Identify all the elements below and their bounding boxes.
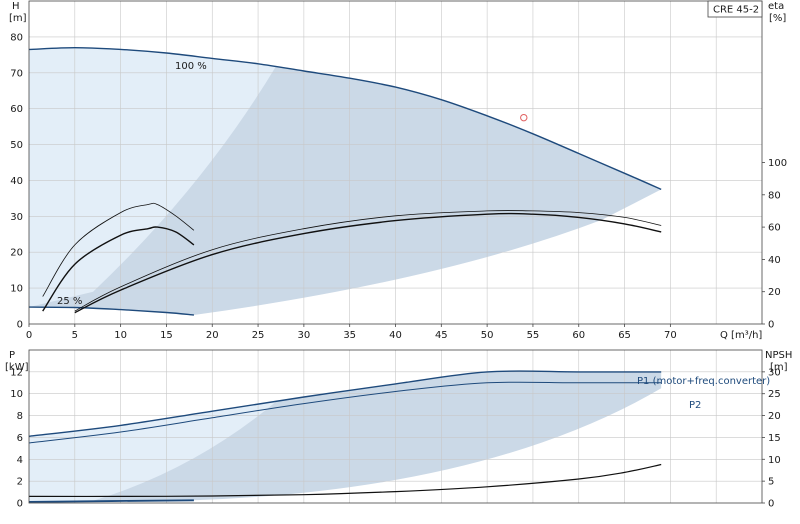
bottom-chart-frame xyxy=(28,349,763,504)
bottom-y-right-label-1: NPSH xyxy=(765,350,792,361)
bottom-chart-grid xyxy=(29,350,762,503)
bottom-light-band xyxy=(29,401,277,502)
bottom-y-right-tick-label: 10 xyxy=(768,455,781,466)
pump-model-box xyxy=(707,0,763,18)
top-y-right-tick-label: 40 xyxy=(768,255,781,266)
bottom-y-left-tick-label: 8 xyxy=(17,411,23,422)
top-y-left-tick-label: 20 xyxy=(10,248,23,259)
curve-label-p2: P2 xyxy=(689,400,701,411)
top-x-tick-label: 55 xyxy=(527,330,540,341)
curve-p2 xyxy=(28,381,662,444)
curve-label-25: 25 % xyxy=(57,296,82,307)
bottom-y-right-tick-label: 20 xyxy=(768,411,781,422)
bottom-y-right-tick-label: 25 xyxy=(768,389,781,400)
top-x-tick-label: 15 xyxy=(160,330,173,341)
top-y-left-tick-label: 60 xyxy=(10,104,23,115)
pump-model-label: CRE 45-2 xyxy=(713,5,759,16)
top-y-right-label-2: [%] xyxy=(769,13,786,24)
top-x-tick-label: 70 xyxy=(664,330,677,341)
top-x-tick-label: 35 xyxy=(343,330,356,341)
curve-label-p1: P1 (motor+freq.converter) xyxy=(637,376,770,387)
top-y-right-tick-label: 20 xyxy=(768,287,781,298)
bottom-y-left-tick-label: 12 xyxy=(10,367,23,378)
top-chart-axes: 0 5 10 15 20 25 30 35 40 45 50 55 60 65 70 0 10 20 30 40 50 6… xyxy=(10,32,787,341)
bottom-chart-axes: 0 2 4 6 8 10 12 0 5 10 15 20 25 30 xyxy=(10,367,780,509)
bottom-y-left-tick-label: 2 xyxy=(17,477,23,488)
duty-point-marker xyxy=(520,113,528,122)
top-x-tick-label: 10 xyxy=(114,330,127,341)
top-chart-grid xyxy=(29,1,762,324)
top-y-right-label-1: eta xyxy=(768,1,784,12)
curve-eta-100-upper xyxy=(74,210,662,312)
top-y-right-tick-label: 0 xyxy=(768,320,774,331)
curve-h-100 xyxy=(28,46,662,191)
bottom-y-left-label-1: P xyxy=(9,350,15,361)
top-x-tick-label: 30 xyxy=(298,330,311,341)
top-x-tick-label: 25 xyxy=(252,330,265,341)
top-x-axis-label: Q [m³/h] xyxy=(720,330,762,341)
curve-h-25 xyxy=(28,306,194,316)
top-chart-bands xyxy=(29,47,662,315)
top-x-tick-label: 5 xyxy=(72,330,78,341)
top-y-left-tick-label: 10 xyxy=(10,284,23,295)
curve-p-25 xyxy=(28,499,194,503)
bottom-y-right-tick-label: 30 xyxy=(768,367,781,378)
top-x-tick-label: 65 xyxy=(618,330,631,341)
bottom-y-left-tick-label: 10 xyxy=(10,389,23,400)
bottom-y-left-tick-label: 6 xyxy=(17,433,23,444)
curve-p1 xyxy=(28,370,662,437)
bottom-operating-range-band xyxy=(29,371,662,502)
top-y-left-tick-label: 30 xyxy=(10,212,23,223)
curve-label-100: 100 % xyxy=(175,61,207,72)
bottom-chart-curves xyxy=(28,370,662,503)
top-x-tick-label: 0 xyxy=(26,330,32,341)
top-y-left-tick-label: 80 xyxy=(10,32,23,43)
top-x-tick-label: 60 xyxy=(572,330,585,341)
top-light-band xyxy=(29,47,277,308)
curve-eta-100 xyxy=(74,212,662,314)
bottom-y-left-label-2: [kW] xyxy=(5,362,29,373)
bottom-y-left-tick-label: 0 xyxy=(17,499,23,510)
top-y-left-tick-label: 40 xyxy=(10,176,23,187)
curve-npsh xyxy=(28,463,662,498)
bottom-y-right-tick-label: 15 xyxy=(768,433,781,444)
bottom-chart-bands xyxy=(29,371,662,502)
top-y-left-label-1: H xyxy=(12,1,20,12)
top-x-tick-label: 40 xyxy=(389,330,402,341)
top-x-tick-label: 45 xyxy=(435,330,448,341)
bottom-y-left-tick-label: 4 xyxy=(17,455,23,466)
top-y-right-tick-label: 60 xyxy=(768,223,781,234)
top-x-tick-label: 20 xyxy=(206,330,219,341)
top-chart-curves xyxy=(28,46,662,316)
top-y-right-tick-label: 100 xyxy=(768,158,787,169)
bottom-y-right-tick-label: 5 xyxy=(768,477,774,488)
curve-eta-25 xyxy=(42,226,195,312)
top-y-left-tick-label: 70 xyxy=(10,68,23,79)
top-y-left-label-2: [m] xyxy=(9,13,27,24)
top-y-left-tick-label: 0 xyxy=(17,320,23,331)
bottom-y-right-tick-label: 0 xyxy=(768,499,774,510)
bottom-y-right-label-2: [m] xyxy=(770,362,788,373)
top-y-right-tick-label: 80 xyxy=(768,190,781,201)
top-x-tick-label: 50 xyxy=(481,330,494,341)
curve-eta-25-upper xyxy=(42,202,195,297)
top-y-left-tick-label: 50 xyxy=(10,140,23,151)
